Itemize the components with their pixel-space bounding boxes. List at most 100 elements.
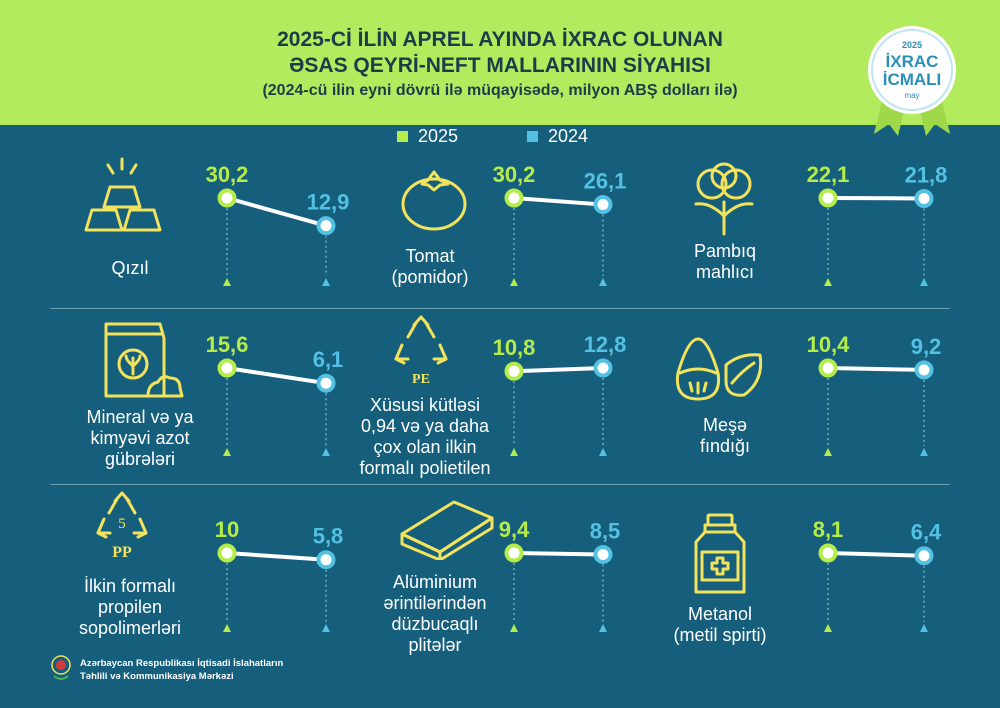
- tick-marker-2024: [920, 448, 928, 456]
- badge-line1: İXRAC: [886, 52, 939, 71]
- legend-item-2025: 2025: [397, 124, 458, 148]
- value-label-2024: 6,1: [313, 347, 344, 372]
- slope-line: [225, 196, 328, 228]
- point-2024: [914, 546, 934, 566]
- value-label-2025: 10,8: [493, 335, 536, 360]
- pp-code: PP: [112, 544, 132, 561]
- point-2024: [914, 188, 934, 208]
- cotton-icon: [694, 162, 754, 236]
- value-label-2024: 26,1: [584, 169, 627, 194]
- point-2025: [818, 543, 838, 563]
- tick-marker-2024: [920, 278, 928, 286]
- product-label-aluminium: Alüminium ərintilərindən düzbucaqlı plit…: [383, 572, 487, 655]
- value-label-2024: 9,2: [911, 334, 942, 359]
- value-label-2025: 30,2: [493, 162, 536, 187]
- tick-marker-2024: [599, 624, 607, 632]
- point-2024: [593, 195, 613, 215]
- legend-label-2024: 2024: [548, 125, 589, 146]
- tick-marker-2025: [223, 624, 231, 632]
- value-label-2025: 30,2: [206, 162, 249, 187]
- value-label-2025: 15,6: [206, 332, 249, 357]
- slope-line: [225, 551, 328, 562]
- footer-organization: Azərbaycan Respublikası İqtisadi İslahat…: [80, 658, 284, 682]
- point-2025: [504, 543, 524, 563]
- pe-code: PE: [412, 372, 430, 387]
- value-label-2024: 12,8: [584, 332, 627, 357]
- point-2024: [914, 360, 934, 380]
- point-2024: [593, 544, 613, 564]
- header-bar: [0, 0, 1000, 125]
- tick-marker-2024: [322, 624, 330, 632]
- point-2025: [217, 358, 237, 378]
- page-title-line1: 2025-Cİ İLİN APREL AYINDA İXRAC OLUNAN: [277, 28, 723, 51]
- value-label-2025: 10,4: [807, 332, 851, 357]
- tick-marker-2024: [599, 448, 607, 456]
- point-2024: [316, 373, 336, 393]
- tick-marker-2025: [223, 448, 231, 456]
- product-label-propylene: İlkin formalı propilen sopolimerləri: [78, 576, 182, 638]
- tick-marker-2025: [824, 278, 832, 286]
- slope-line: [512, 366, 605, 374]
- legend-label-2025: 2025: [418, 125, 459, 146]
- slope-line: [512, 196, 605, 207]
- tick-marker-2025: [223, 278, 231, 286]
- slope-line: [225, 366, 328, 386]
- tick-marker-2024: [599, 278, 607, 286]
- aluminium-plate-icon: [400, 500, 494, 560]
- value-label-2024: 12,9: [307, 190, 350, 215]
- institution-emblem-icon: [51, 655, 71, 680]
- row-separator: [50, 484, 950, 485]
- point-2025: [217, 188, 237, 208]
- row-separator: [50, 308, 950, 309]
- value-label-2025: 22,1: [807, 162, 850, 187]
- badge-year: 2025: [902, 40, 922, 50]
- product-label-hazelnut: Meşə fındığı: [699, 415, 751, 456]
- product-label-tomato: Tomat (pomidor): [391, 246, 469, 287]
- value-label-2024: 21,8: [905, 162, 948, 187]
- tick-marker-2025: [510, 624, 518, 632]
- product-label-gold: Qızıl: [111, 258, 149, 278]
- tick-marker-2025: [824, 448, 832, 456]
- value-label-2025: 8,1: [813, 517, 844, 542]
- point-2024: [593, 358, 613, 378]
- badge-line2: İCMALI: [883, 70, 942, 89]
- pe-recycle-icon: PE: [394, 315, 448, 387]
- value-label-2024: 6,4: [911, 520, 942, 545]
- export-review-badge: 2025 İXRAC İCMALI may: [868, 26, 956, 136]
- legend-item-2024: 2024: [527, 124, 588, 148]
- tick-marker-2024: [322, 278, 330, 286]
- gold-bars-icon: [84, 157, 162, 232]
- point-2025: [504, 361, 524, 381]
- tick-marker-2024: [920, 624, 928, 632]
- tomato-icon: [401, 170, 467, 231]
- pp-recycle-icon: 5 PP: [96, 491, 148, 561]
- fertilizer-bag-icon: [104, 322, 184, 398]
- point-2024: [316, 550, 336, 570]
- slope-line: [826, 366, 926, 372]
- tick-marker-2024: [322, 448, 330, 456]
- value-label-2024: 5,8: [313, 524, 344, 549]
- tick-marker-2025: [824, 624, 832, 632]
- legend-swatch-2024: [527, 130, 538, 142]
- pp-number: 5: [118, 516, 126, 532]
- hazelnut-icon: [675, 337, 763, 401]
- product-label-fertilizer: Mineral və ya kimyəvi azot gübrələri: [86, 407, 194, 469]
- value-label-2025: 9,4: [499, 517, 530, 542]
- page-title-line2: ƏSAS QEYRİ-NEFT MALLARININ SİYAHISI: [289, 54, 711, 77]
- tick-marker-2025: [510, 448, 518, 456]
- product-label-cotton: Pambıq mahlıcı: [693, 241, 757, 282]
- slope-line: [512, 551, 605, 557]
- point-2025: [818, 358, 838, 378]
- point-2024: [316, 216, 336, 236]
- page-subtitle: (2024-cü ilin eyni dövrü ilə müqayisədə,…: [262, 82, 738, 99]
- point-2025: [217, 543, 237, 563]
- tick-marker-2025: [510, 278, 518, 286]
- slope-line: [826, 551, 926, 558]
- point-2025: [818, 188, 838, 208]
- product-label-methanol: Metanol (metil spirti): [673, 604, 767, 645]
- value-label-2024: 8,5: [590, 518, 621, 543]
- point-2025: [504, 188, 524, 208]
- value-label-2025: 10: [215, 517, 239, 542]
- product-label-polyethylene: Xüsusi kütləsi 0,94 və ya daha çox olan …: [359, 395, 491, 478]
